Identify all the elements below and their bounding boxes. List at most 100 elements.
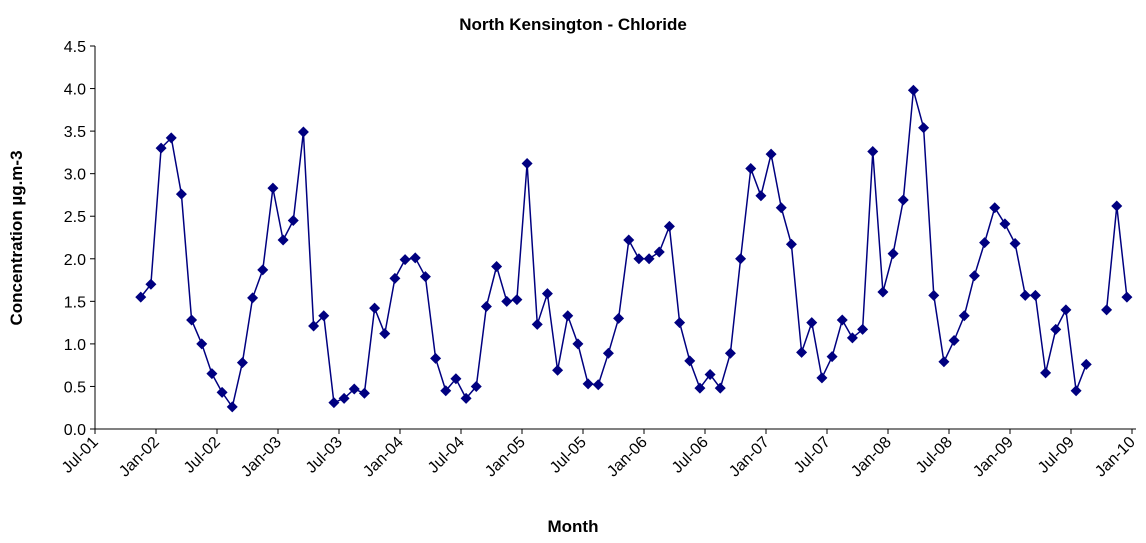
data-point	[419, 271, 431, 283]
data-point	[643, 253, 655, 265]
data-point	[623, 234, 635, 246]
data-point	[470, 380, 482, 392]
data-point	[196, 338, 208, 350]
data-point	[369, 302, 381, 314]
data-point	[602, 347, 614, 359]
data-point	[165, 132, 177, 144]
data-point	[1029, 289, 1041, 301]
data-point	[501, 295, 513, 307]
data-point	[1009, 237, 1021, 249]
chart-title: North Kensington - Chloride	[459, 15, 687, 34]
x-tick-label: Jul-02	[181, 434, 224, 477]
data-point	[379, 328, 391, 340]
y-tick-label: 0.0	[64, 422, 86, 439]
data-point	[867, 146, 879, 158]
y-tick-label: 1.0	[64, 337, 86, 354]
data-point	[491, 260, 503, 272]
data-point	[877, 286, 889, 298]
data-point	[1050, 323, 1062, 335]
data-point	[521, 157, 533, 169]
data-point	[918, 122, 930, 134]
x-tick-label: Jan-07	[726, 434, 773, 481]
data-point	[562, 310, 574, 322]
data-point	[277, 234, 289, 246]
data-point	[328, 397, 340, 409]
y-tick-label: 4.5	[64, 39, 86, 56]
data-point	[633, 253, 645, 265]
data-point	[430, 352, 442, 364]
data-point	[897, 194, 909, 206]
data-point	[979, 237, 991, 249]
data-point	[674, 317, 686, 329]
data-point	[409, 252, 421, 264]
data-point	[460, 392, 472, 404]
data-point	[999, 218, 1011, 230]
y-tick-label: 2.0	[64, 252, 86, 269]
data-point	[348, 383, 360, 395]
data-point	[745, 163, 757, 175]
data-point	[257, 264, 269, 276]
data-point	[358, 387, 370, 399]
data-point	[1101, 304, 1113, 316]
data-point	[694, 382, 706, 394]
data-point	[308, 320, 320, 332]
data-point	[816, 372, 828, 384]
x-tick-label: Jan-02	[116, 434, 163, 481]
data-point	[1111, 200, 1123, 212]
data-point	[175, 188, 187, 200]
y-tick-label: 3.0	[64, 167, 86, 184]
data-point	[724, 347, 736, 359]
data-point	[765, 148, 777, 160]
data-point	[663, 220, 675, 232]
y-tick-label: 4.0	[64, 82, 86, 99]
data-point	[1019, 289, 1031, 301]
data-point	[582, 378, 594, 390]
data-point	[755, 190, 767, 202]
data-point	[216, 386, 228, 398]
data-point	[714, 382, 726, 394]
data-point	[1080, 358, 1092, 370]
series-line	[140, 90, 1128, 409]
x-tick-label: Jul-07	[791, 434, 834, 477]
x-tick-label: Jan-03	[238, 434, 285, 481]
x-tick-label: Jul-08	[913, 434, 956, 477]
y-tick-label: 3.5	[64, 124, 86, 141]
data-point	[450, 373, 462, 385]
x-tick-label: Jul-03	[303, 434, 346, 477]
data-point	[155, 142, 167, 154]
data-point	[1070, 385, 1082, 397]
data-point	[338, 392, 350, 404]
data-point	[958, 310, 970, 322]
data-point	[226, 401, 238, 413]
data-point	[541, 288, 553, 300]
x-axis-title: Month	[548, 517, 599, 536]
x-tick-label: Jul-01	[59, 434, 102, 477]
data-point	[735, 253, 747, 265]
x-tick-label: Jan-04	[360, 434, 407, 481]
data-point	[704, 369, 716, 381]
data-point	[531, 318, 543, 330]
data-point	[613, 312, 625, 324]
data-point	[1040, 367, 1052, 379]
data-point	[135, 291, 147, 303]
data-point	[511, 294, 523, 306]
data-point	[552, 364, 564, 376]
x-tick-label: Jul-05	[547, 434, 590, 477]
data-point	[846, 332, 858, 344]
x-tick-label: Jul-06	[669, 434, 712, 477]
data-point	[389, 272, 401, 284]
data-point	[907, 84, 919, 96]
data-point	[968, 270, 980, 282]
x-tick-label: Jan-09	[970, 434, 1017, 481]
data-point	[145, 278, 157, 290]
data-point	[572, 338, 584, 350]
x-tick-label: Jan-05	[482, 434, 529, 481]
data-point	[592, 379, 604, 391]
x-tick-label: Jan-10	[1092, 434, 1139, 481]
data-point	[887, 248, 899, 260]
x-tick-label: Jul-04	[425, 434, 468, 477]
x-tick-label: Jan-08	[848, 434, 895, 481]
data-point	[247, 292, 259, 304]
data-point	[480, 300, 492, 312]
